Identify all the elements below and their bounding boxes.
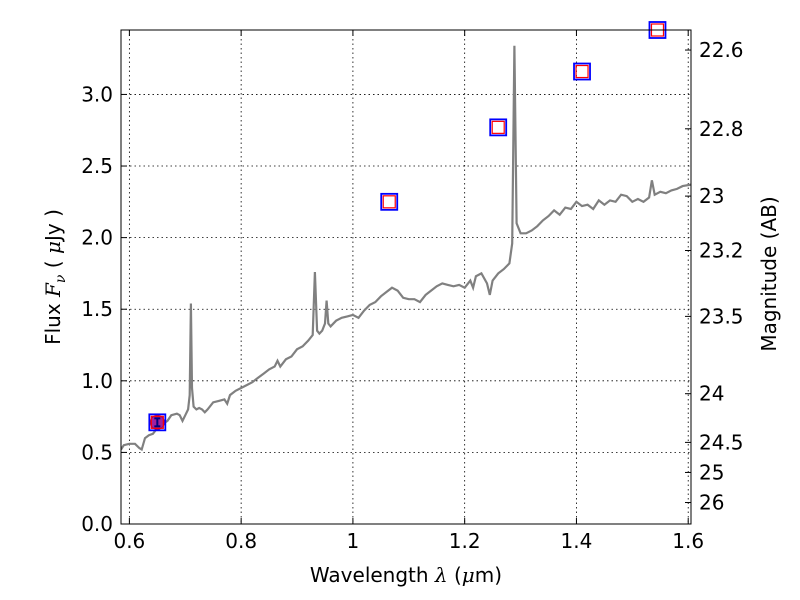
- x-tick-label: 0.6: [113, 529, 145, 553]
- y-tick-label: 0.0: [81, 512, 113, 536]
- y2-tick-label: 23.2: [699, 239, 744, 263]
- model-blue-square: [573, 62, 591, 81]
- plot-frame: [120, 29, 692, 525]
- y-tick-label: 2.5: [81, 154, 113, 178]
- y2-tick-label: 24.5: [699, 430, 744, 454]
- y-tick-label: 3.0: [81, 82, 113, 106]
- plot-area: [121, 21, 691, 452]
- x-tick-label: 1: [347, 529, 360, 553]
- y-tick-label: 2.0: [81, 226, 113, 250]
- x-tick-label: 1.6: [672, 529, 704, 553]
- grid: [121, 30, 691, 525]
- model-blue-square: [148, 413, 167, 432]
- y2-tick-label: 23.5: [699, 304, 744, 328]
- y2-tick-label: 23: [699, 184, 724, 208]
- model-red-square: [150, 415, 164, 429]
- x-tick-label: 1.2: [449, 529, 481, 553]
- y-tick-label: 1.0: [81, 369, 113, 393]
- x-tick-label: 1.4: [561, 529, 593, 553]
- x-axis-label: Wavelength λ (μm): [310, 563, 502, 587]
- y2-axis-label: Magnitude (AB): [757, 196, 781, 351]
- model-red-square: [382, 195, 396, 209]
- y2-tick-label: 25: [699, 460, 724, 484]
- y2-tick-label: 22.8: [699, 117, 744, 141]
- ticks: 0.6 0.8 1 1.2 1.4 1.6 0.0 0.5 1.0 1.5 2.0 2.5 3.0 22.…: [81, 30, 744, 553]
- model-blue-square: [489, 118, 508, 137]
- x-tick-label: 0.8: [225, 529, 257, 553]
- y-tick-label: 1.5: [81, 297, 113, 321]
- y-tick-label: 0.5: [81, 440, 113, 464]
- y-axis-label: Flux Fν ( μJy ): [41, 209, 69, 345]
- y2-tick-label: 22.6: [699, 38, 744, 62]
- y2-tick-label: 26: [699, 491, 724, 515]
- spectrum-line: [121, 45, 691, 452]
- model-red-square: [575, 64, 589, 79]
- y2-tick-label: 24: [699, 382, 724, 406]
- model-blue-square: [380, 192, 399, 211]
- model-red-square: [491, 120, 505, 134]
